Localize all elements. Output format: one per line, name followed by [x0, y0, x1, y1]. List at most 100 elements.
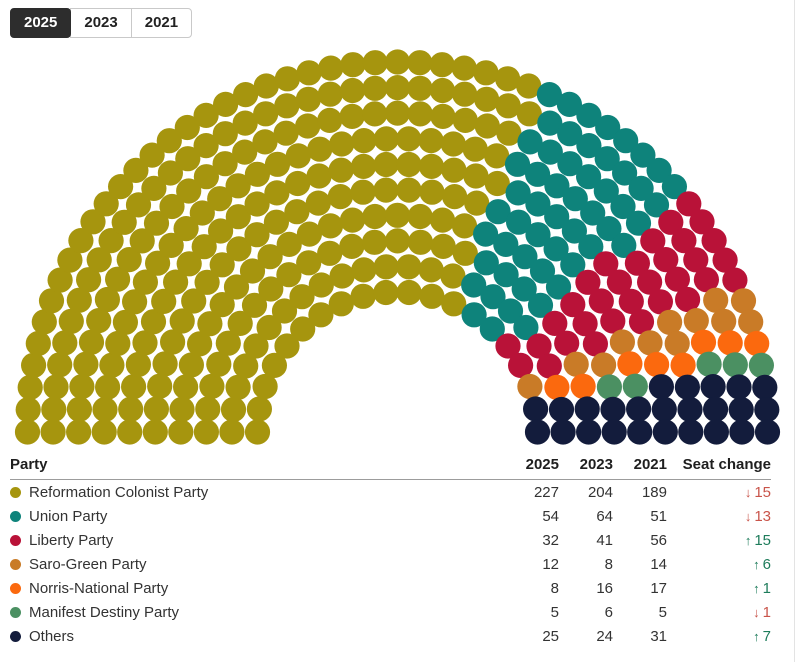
seat-dot [440, 131, 466, 157]
seat-dot [548, 396, 575, 423]
column-header-2025: 2025 [525, 456, 559, 473]
tab-2023[interactable]: 2023 [70, 8, 132, 38]
seat-dot [752, 374, 778, 400]
seat-dot [66, 419, 92, 445]
seat-dot [678, 419, 704, 445]
column-header-2021: 2021 [633, 456, 667, 473]
seat-dot [197, 311, 223, 337]
seat-dot [199, 373, 225, 399]
seat-dot [677, 396, 703, 423]
seat-dot [169, 308, 195, 334]
seat-dot [384, 75, 411, 101]
table-row: Norris-National Party 8 16 17 ↑ 1 [10, 576, 771, 600]
seats-2023: 24 [596, 627, 613, 645]
seat-dot [517, 129, 543, 155]
seat-dot [328, 291, 354, 317]
seats-2021: 31 [650, 627, 667, 645]
seat-dot [396, 126, 422, 152]
seat-dot [295, 113, 321, 139]
seat-dot [38, 288, 65, 314]
seat-dot [658, 209, 684, 235]
seat-dot [537, 139, 563, 165]
seats-2025: 8 [550, 579, 559, 597]
seat-dot [748, 352, 775, 378]
seat-dot [480, 284, 506, 310]
seat-dot [156, 128, 182, 154]
seat-dot [473, 221, 499, 247]
seat-dot [173, 374, 199, 400]
seat-dot [516, 73, 542, 99]
seat-dot [273, 120, 299, 146]
seat-dot [543, 236, 569, 262]
seat-dot [176, 251, 202, 277]
seat-dot [305, 190, 331, 216]
seat-dot [328, 157, 354, 183]
seat-dot [226, 236, 252, 262]
seat-dot [495, 66, 521, 92]
seat-dot [430, 103, 456, 129]
seat-dot [647, 289, 674, 315]
seat-dot [562, 186, 588, 212]
seat-dot [542, 310, 568, 336]
tab-2025[interactable]: 2025 [10, 8, 72, 38]
seat-dot [536, 353, 562, 379]
seat-dot [373, 254, 399, 280]
seat-dot [178, 352, 204, 378]
tab-2021[interactable]: 2021 [130, 8, 193, 38]
seat-dot [613, 128, 639, 154]
seat-dot [168, 419, 194, 445]
seat-dot [637, 330, 663, 356]
seats-2021: 51 [650, 507, 667, 525]
seat-dot [463, 163, 489, 189]
seat-dot [143, 210, 170, 236]
seat-dot [517, 373, 543, 400]
seat-dot [105, 266, 131, 292]
seat-dot [317, 81, 343, 107]
seats-2023: 41 [596, 531, 613, 549]
seat-dot [17, 374, 43, 400]
seat-dot [696, 351, 722, 377]
seat-dot [689, 209, 715, 235]
party-cell: Union Party [10, 508, 505, 525]
seat-dot [43, 374, 69, 400]
seat-dot [187, 331, 213, 357]
seat-dot [683, 308, 709, 334]
up-arrow-icon: ↑ [753, 628, 760, 644]
seats-2021: 56 [650, 531, 667, 549]
seat-dot [244, 222, 270, 248]
seat-dot [550, 419, 576, 445]
seat-dot [511, 276, 537, 302]
seat-change-cell: ↓ 1 [667, 604, 771, 621]
seat-dot [407, 229, 434, 255]
seat-dot [726, 374, 752, 400]
seat-dot [271, 298, 298, 324]
seat-dot [290, 316, 316, 342]
down-arrow-icon: ↓ [744, 508, 752, 524]
seat-dot [479, 316, 505, 342]
seat-change-cell: ↑ 15 [667, 532, 771, 549]
seat-dot [151, 288, 177, 314]
seat-dot [664, 330, 690, 357]
seat-dot [132, 269, 158, 295]
seat-dot [493, 262, 519, 288]
table-row: Liberty Party 32 41 56 ↑ 15 [10, 528, 771, 552]
seat-dot [452, 81, 478, 107]
seat-dot [93, 191, 119, 217]
seat-dot [440, 263, 466, 289]
seat-dot [646, 157, 672, 183]
seat-dot [452, 240, 478, 266]
seat-dot [580, 200, 606, 226]
seat-dot [212, 121, 238, 147]
seat-dot [441, 291, 467, 317]
seat-dot [233, 82, 259, 108]
seat-dot [232, 110, 258, 136]
seat-dot [738, 309, 764, 335]
seat-dot [384, 100, 411, 126]
seat-dot [596, 216, 622, 242]
seat-dot [664, 266, 691, 292]
seat-dot [91, 419, 117, 445]
seat-dot [473, 60, 499, 86]
party-name: Others [29, 627, 75, 645]
seat-dot [373, 151, 399, 178]
seat-dot [484, 143, 510, 169]
